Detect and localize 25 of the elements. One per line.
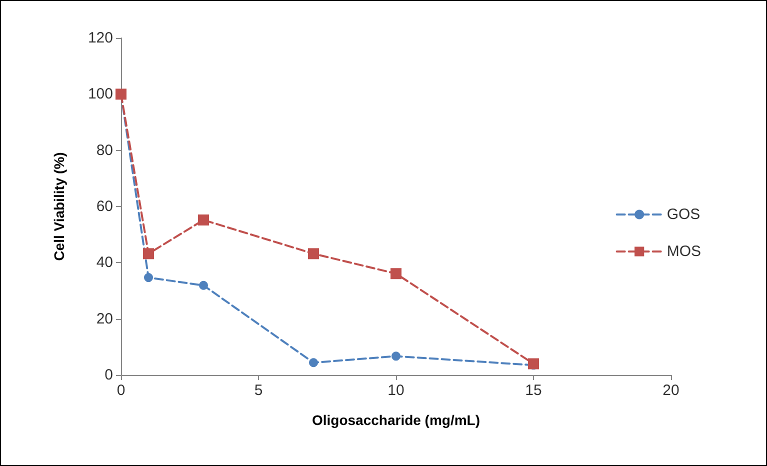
x-axis-title: Oligosaccharide (mg/mL) [312,412,480,428]
point [390,268,402,280]
x-tick-label: 15 [525,382,542,399]
y-tick-label: 0 [104,366,113,384]
point [144,273,153,282]
y-tick-label: 80 [96,142,113,159]
x-tick-label: 5 [254,382,263,399]
point [199,280,208,290]
point [143,248,154,260]
y-tick-label: 100 [88,86,113,103]
y-axis-title: Cell Viability (%) [51,152,67,261]
x-tick-label: 10 [388,382,404,399]
x-tick-label: 0 [116,382,126,399]
y-tick-label: 120 [88,30,113,46]
point [528,358,539,370]
legend-label: GOS [666,206,700,223]
point [309,358,318,368]
legend-label: MOS [666,243,702,260]
x-tick-label: 20 [662,382,680,399]
y-tick-label: 60 [96,198,113,215]
y-tick-label: 40 [96,254,113,272]
point [308,248,319,260]
point [198,214,209,226]
y-tick-label: 20 [96,310,113,328]
point [392,352,400,361]
